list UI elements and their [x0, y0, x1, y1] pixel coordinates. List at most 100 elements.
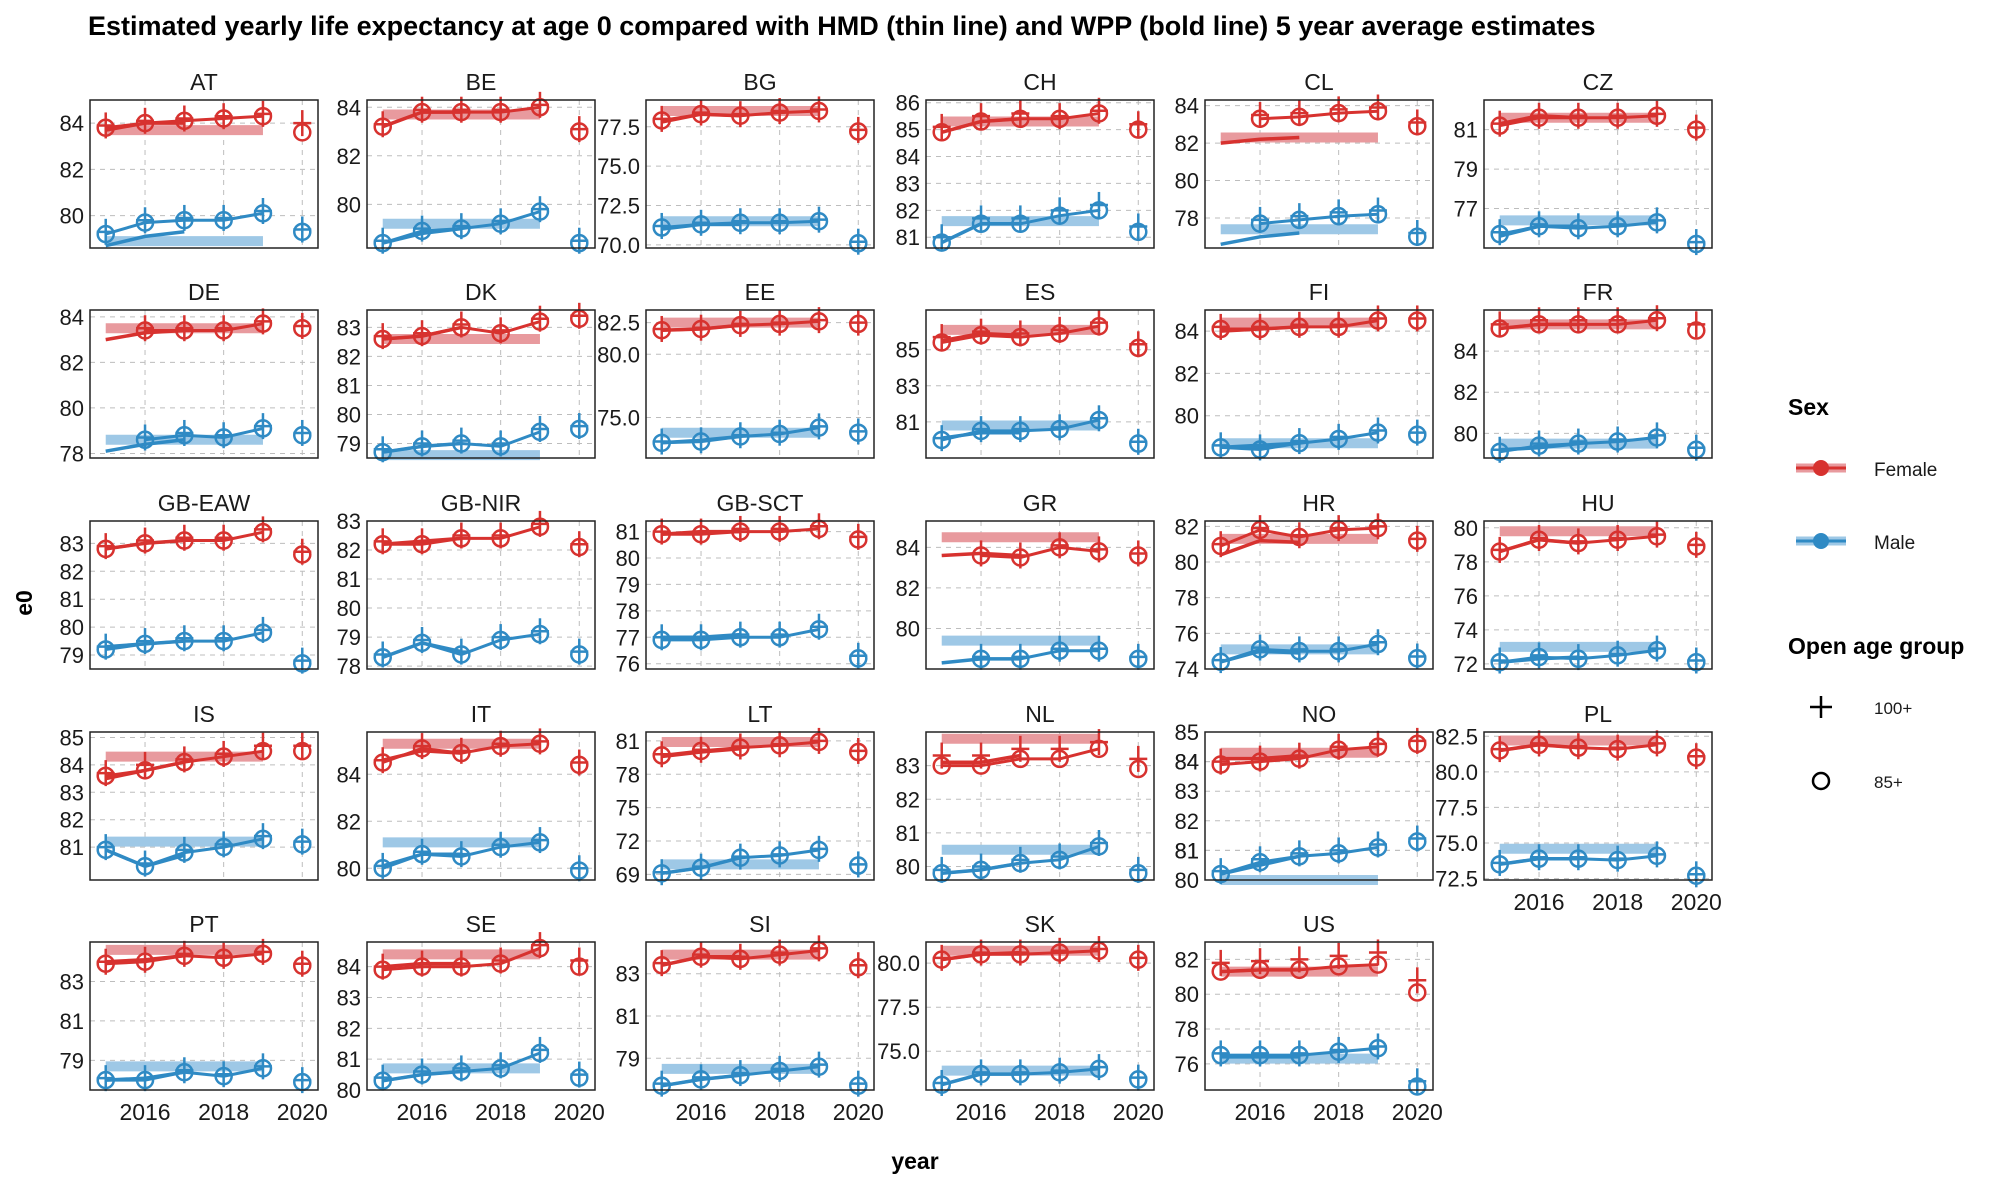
panel-pt-border: [89, 941, 319, 1091]
panel-cz-male-point-85plus: [1490, 224, 1509, 244]
panel-cl-border: [1204, 99, 1434, 249]
panel-cl-female-estimate-line: [1259, 109, 1379, 121]
panel-us-male-point-85plus: [1290, 1045, 1309, 1065]
panel-hr-male-point-85plus: [1329, 641, 1348, 661]
panel-pt-female-point-85plus: [96, 954, 115, 973]
panel-nl-female-point-85plus: [932, 756, 951, 775]
panel-gr: GR 80 82 84: [896, 490, 1155, 670]
legend-open-age-title: Open age group: [1788, 633, 1964, 659]
panel-be-male-point-100plus: [413, 215, 432, 242]
panel-de-female-point-100plus: [175, 315, 194, 342]
panel-ch-border: [925, 99, 1155, 249]
panel-gb-eaw-ytick: 82: [60, 559, 84, 584]
panel-hr-ytick: 78: [1175, 586, 1199, 611]
panel-it-male-point-100plus: [413, 838, 432, 865]
panel-cz-ytick: 77: [1454, 197, 1478, 222]
panel-gb-nir-ytick: 80: [337, 596, 361, 621]
panel-se-female-point-100plus: [413, 950, 432, 977]
panel-ee-female-point-85plus: [691, 319, 711, 339]
panel-se-ytick: 81: [337, 1047, 361, 1072]
panel-fi-background: [1205, 310, 1433, 458]
panel-cz-female-point-100plus: [1490, 110, 1509, 137]
panel-fi-male-point-100plus: [1368, 417, 1387, 444]
panel-de-female-point-100plus: [293, 312, 312, 339]
legend-circle-key: [1811, 771, 1831, 791]
panel-si-ytick: 81: [616, 1004, 640, 1029]
panel-no-male-point-85plus: [1211, 864, 1230, 884]
panel-nl-male-point-85plus: [1050, 850, 1069, 870]
panel-es-male-point-85plus: [1011, 421, 1030, 441]
panel-dk-female-point-100plus: [413, 320, 432, 347]
panel-pl-ytick: 77.5: [1435, 795, 1478, 820]
panel-gb-eaw-male-point-85plus: [214, 631, 233, 651]
panel-ch-male-point-85plus: [1129, 222, 1148, 242]
panel-se-male-point-85plus: [412, 1065, 432, 1084]
panel-pt-male-point-100plus: [175, 1057, 194, 1084]
panel-nl-border: [925, 731, 1155, 881]
panel-be-ytick: 84: [337, 95, 361, 120]
panel-pl-border: [1483, 731, 1713, 881]
panel-us-xtick: 2020: [1392, 1099, 1443, 1125]
panel-pl-ytick: 82.5: [1435, 724, 1478, 749]
panel-is-female-point-100plus: [175, 746, 194, 773]
panel-pl-xtick: 2020: [1671, 889, 1722, 915]
panel-be-female-point-85plus: [491, 102, 510, 122]
panel-ee-female-point-85plus: [849, 314, 868, 334]
panel-gr-male-point-85plus: [971, 649, 991, 669]
panel-cl-female-point-85plus: [1329, 103, 1348, 123]
panel-it-female-point-85plus: [570, 755, 589, 775]
x-axis-title: year: [891, 1148, 938, 1174]
panel-gb-sct-female-point-85plus: [770, 522, 789, 541]
panel-be-male-point-100plus: [570, 227, 589, 254]
legend-male-key-dot: [1813, 533, 1829, 549]
panel-lt-female-point-85plus: [691, 741, 711, 761]
panel-pl-label: PL: [1584, 701, 1612, 727]
panel-is-ytick: 82: [60, 808, 84, 833]
panel-fr-male-point-85plus: [1647, 428, 1667, 447]
panel-fi-male-point-100plus: [1251, 434, 1270, 461]
panel-nl-ytick: 80: [896, 855, 920, 880]
panel-dk-ytick: 79: [337, 431, 361, 456]
panel-ch-male-point-85plus: [932, 233, 951, 252]
y-axis-title: e0: [11, 590, 37, 616]
panel-no-border: [1204, 731, 1434, 881]
panel-de-male-point-85plus: [135, 430, 155, 450]
panel-be-male-point-100plus: [491, 208, 510, 235]
panel-gb-eaw: GB-EAW 79 80 81 82 83: [60, 490, 319, 674]
panel-gb-nir-female-point-100plus: [530, 510, 549, 537]
panel-si-female-point-85plus: [691, 947, 711, 967]
panel-it-male-point-100plus: [570, 855, 589, 882]
panel-at-male-point-100plus: [293, 216, 312, 243]
panel-cz-male-point-100plus: [1647, 207, 1666, 234]
panel-gb-sct-male-point-85plus: [652, 630, 671, 650]
panel-gb-eaw-label: GB-EAW: [158, 490, 251, 516]
panel-it-background: [367, 732, 595, 880]
panel-ch-male-point-85plus: [1089, 201, 1109, 220]
panel-nl-female-point-100plus: [1011, 735, 1030, 762]
panel-fi-female-point-85plus: [1290, 317, 1309, 337]
panel-cl-male-point-85plus: [1408, 227, 1427, 247]
panel-pt: PT 79 81 83 2016 2018 2020: [60, 911, 328, 1125]
panel-us-background: [1205, 942, 1433, 1090]
panel-it-ytick: 84: [337, 762, 361, 787]
panel-sk-xtick: 2018: [1034, 1099, 1085, 1125]
panel-cz-female-point-85plus: [1687, 120, 1706, 139]
panel-lt-male-point-85plus: [652, 864, 671, 883]
panel-is-border: [89, 731, 319, 881]
panel-it-male-point-85plus: [570, 861, 589, 880]
panel-gr-ytick: 82: [896, 576, 920, 601]
panel-cl-male-point-85plus: [1290, 210, 1309, 230]
panel-be-ytick: 80: [337, 192, 361, 217]
panel-nl: NL 80 81 82 83: [896, 701, 1155, 883]
panel-pt-female-point-85plus: [214, 948, 233, 968]
panel-pl-male-point-85plus: [1529, 849, 1549, 868]
panel-cl-female-point-85plus: [1250, 109, 1270, 128]
panel-pt-xtick: 2018: [198, 1099, 249, 1125]
panel-gb-nir-female-point-100plus: [491, 522, 510, 549]
panel-be-female-point-100plus: [530, 91, 549, 118]
panel-fi-female-point-100plus: [1251, 313, 1270, 340]
panel-it-female-point-85plus: [412, 739, 432, 758]
panel-it-male-point-85plus: [452, 847, 471, 866]
panel-fr-label: FR: [1583, 279, 1614, 305]
panel-bg-label: BG: [743, 69, 776, 95]
